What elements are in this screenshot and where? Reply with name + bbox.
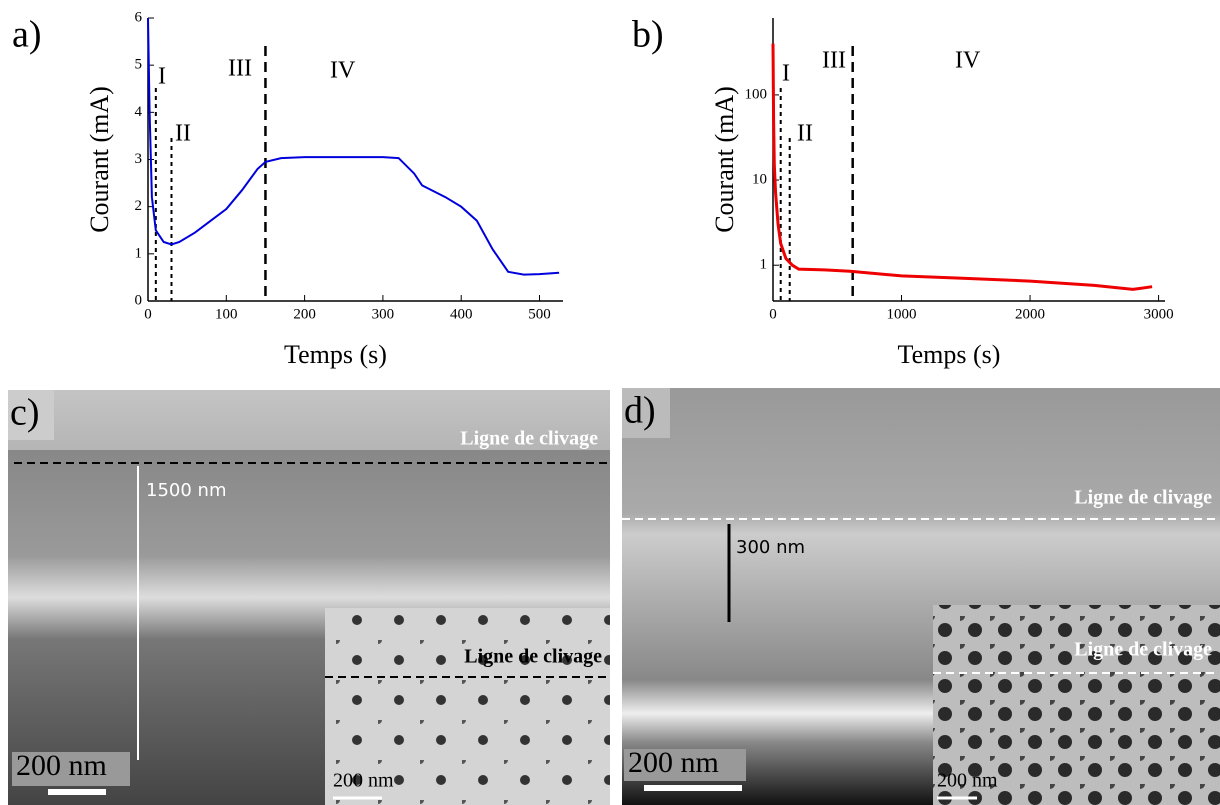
panel-label: a) — [12, 14, 42, 56]
x-tick-label: 0 — [769, 306, 777, 322]
surface — [8, 390, 610, 450]
y-tick-label: 10 — [752, 171, 767, 187]
x-tick-label: 2000 — [1015, 306, 1045, 322]
region-label: III — [822, 48, 846, 74]
region-label: I — [158, 64, 166, 90]
panel-label: b) — [632, 14, 664, 56]
x-axis-label: Temps (s) — [284, 340, 387, 369]
x-tick-label: 1000 — [887, 306, 917, 322]
y-tick-label: 1 — [135, 245, 143, 261]
sem-d: d) Ligne de clivage 300 nm 200 nm Ligne … — [622, 388, 1220, 805]
label-bg — [622, 388, 670, 438]
line-label: Ligne de clivage — [460, 428, 598, 450]
y-tick-label: 6 — [135, 9, 143, 25]
inset-line-label: Ligne de clivage — [1074, 639, 1212, 661]
region-label: IV — [330, 58, 356, 84]
inset-scale-label: 200 nm — [333, 770, 394, 792]
inset-line-label: Ligne de clivage — [464, 646, 602, 668]
y-axis-label: Courant (mA) — [710, 86, 739, 233]
x-tick-label: 500 — [528, 306, 551, 322]
y-tick-label: 3 — [135, 151, 143, 167]
x-tick-label: 100 — [215, 306, 238, 322]
scale-label: 200 nm — [628, 746, 719, 779]
sem-c: c) Ligne de clivage 1500 nm 200 nm Ligne… — [8, 390, 610, 805]
data-line — [147, 17, 560, 276]
inset-scale-label: 200 nm — [937, 770, 998, 792]
region-label: II — [797, 121, 813, 147]
line-label: Ligne de clivage — [1074, 487, 1212, 509]
scale-label: 200 nm — [16, 749, 107, 782]
x-tick-label: 3000 — [1144, 306, 1174, 322]
label-bg — [12, 752, 130, 786]
y-tick-label: 100 — [745, 86, 768, 102]
x-tick-label: 400 — [450, 306, 473, 322]
y-axis-label: Courant (mA) — [85, 86, 114, 233]
inset-image — [325, 608, 610, 805]
thickness-label: 1500 nm — [146, 480, 226, 501]
y-tick-label: 5 — [135, 57, 143, 73]
x-tick-label: 0 — [144, 306, 152, 322]
x-axis-label: Temps (s) — [898, 340, 1001, 369]
x-tick-label: 200 — [293, 306, 316, 322]
region-label: I — [782, 61, 790, 87]
thickness-label: 300 nm — [736, 537, 805, 558]
y-tick-label: 1 — [760, 257, 768, 273]
x-tick-label: 300 — [372, 306, 395, 322]
data-line — [771, 43, 1153, 291]
y-tick-label: 2 — [135, 198, 143, 214]
label-bg — [624, 749, 746, 781]
y-tick-label: 4 — [135, 104, 143, 120]
panel-label: c) — [10, 392, 40, 434]
y-tick-label: 0 — [135, 292, 143, 308]
label-bg — [8, 390, 54, 440]
region-label: IV — [955, 48, 981, 74]
inset-image — [933, 605, 1220, 805]
region-label: II — [175, 121, 191, 147]
panel-label: d) — [624, 390, 656, 432]
region-label: III — [228, 56, 252, 82]
